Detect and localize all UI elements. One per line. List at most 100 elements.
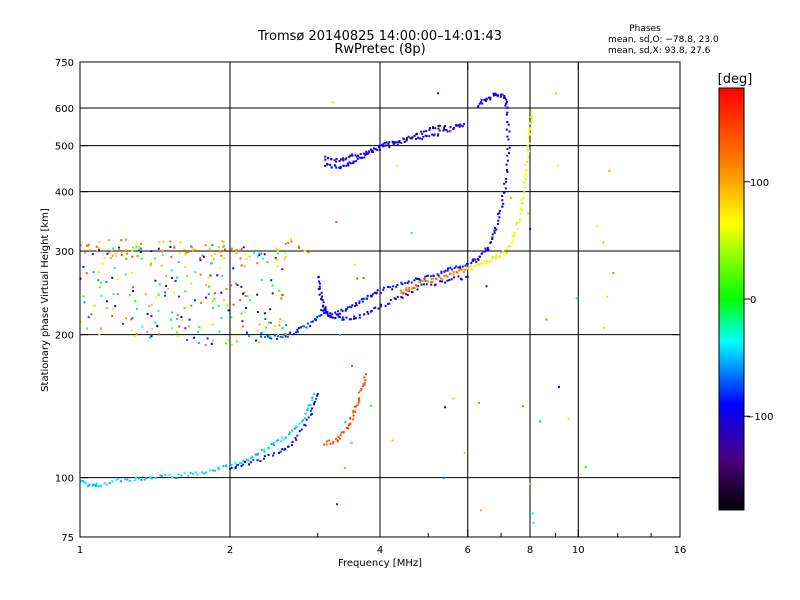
data-point [89, 248, 92, 251]
data-point [269, 308, 272, 311]
data-point [209, 275, 212, 278]
data-point [125, 257, 128, 260]
data-point [522, 202, 524, 204]
data-point [324, 306, 327, 309]
data-point [405, 287, 408, 290]
data-point [126, 478, 129, 481]
data-point [149, 476, 152, 479]
data-point [321, 295, 323, 298]
data-point [330, 166, 333, 169]
data-point [141, 325, 144, 328]
data-point [111, 307, 114, 310]
data-point [237, 463, 240, 466]
data-point [491, 233, 494, 236]
data-point [115, 254, 118, 257]
data-point [288, 333, 291, 336]
data-point [164, 291, 167, 294]
data-point [105, 280, 108, 283]
data-point [415, 137, 418, 140]
data-point [455, 265, 458, 268]
data-point [285, 324, 288, 327]
data-point [438, 129, 441, 132]
data-point [465, 275, 468, 278]
data-point [392, 285, 395, 288]
data-point [387, 142, 390, 145]
data-point [106, 300, 108, 303]
data-point [184, 327, 187, 330]
data-point [437, 92, 440, 95]
data-point [224, 464, 227, 467]
data-point [244, 311, 247, 314]
data-point [307, 404, 310, 407]
y-tick-label: 500 [55, 142, 74, 153]
data-point [370, 309, 373, 312]
data-point [502, 191, 505, 194]
data-point [413, 134, 416, 137]
data-point [270, 337, 273, 340]
data-point [358, 156, 361, 159]
data-point [529, 116, 532, 118]
data-point [263, 253, 266, 256]
data-point [252, 458, 255, 461]
data-point [239, 299, 242, 301]
data-point [443, 270, 446, 273]
data-point [282, 294, 285, 297]
data-point [387, 144, 390, 147]
data-point [545, 318, 548, 321]
data-point [210, 342, 213, 345]
data-point [310, 413, 313, 416]
data-point [421, 132, 424, 135]
data-point [332, 440, 335, 443]
data-point [105, 307, 108, 310]
data-point [318, 285, 321, 288]
data-point [481, 263, 484, 265]
data-point [435, 278, 438, 280]
data-point [326, 163, 328, 165]
data-point [204, 344, 207, 346]
data-point [160, 475, 163, 477]
data-point [134, 477, 137, 480]
data-point [406, 137, 408, 140]
data-point [403, 141, 406, 143]
data-point [477, 264, 480, 267]
colorbar-tick-label: −100 [746, 412, 773, 423]
data-point [342, 157, 345, 160]
data-point [522, 197, 525, 199]
data-point [118, 247, 121, 250]
y-tick-label: 600 [55, 104, 74, 115]
data-point [485, 249, 488, 252]
data-point [505, 128, 508, 131]
data-point [135, 245, 138, 248]
colorbar [718, 87, 745, 511]
data-point [485, 97, 488, 100]
data-point [498, 216, 501, 219]
data-point [100, 281, 103, 284]
data-point [331, 313, 334, 316]
data-point [286, 335, 289, 338]
data-point [199, 259, 202, 262]
data-point [234, 282, 237, 285]
data-point [528, 131, 531, 134]
data-point [499, 95, 502, 98]
data-point [205, 471, 208, 474]
data-point [502, 202, 505, 205]
data-point [230, 466, 233, 469]
data-point [324, 158, 327, 161]
data-point [346, 162, 349, 165]
data-point [477, 106, 479, 109]
data-point [206, 337, 209, 340]
data-point [120, 239, 123, 242]
data-point [443, 406, 446, 409]
data-point [160, 264, 163, 267]
data-point [276, 335, 279, 338]
data-point [339, 333, 342, 336]
data-point [358, 300, 361, 303]
data-point [304, 412, 307, 415]
data-point [305, 418, 308, 421]
data-point [518, 220, 521, 223]
y-tick-label: 75 [61, 533, 74, 544]
data-point [469, 266, 472, 269]
data-point [424, 134, 427, 137]
data-point [471, 268, 474, 270]
data-point [388, 146, 391, 149]
